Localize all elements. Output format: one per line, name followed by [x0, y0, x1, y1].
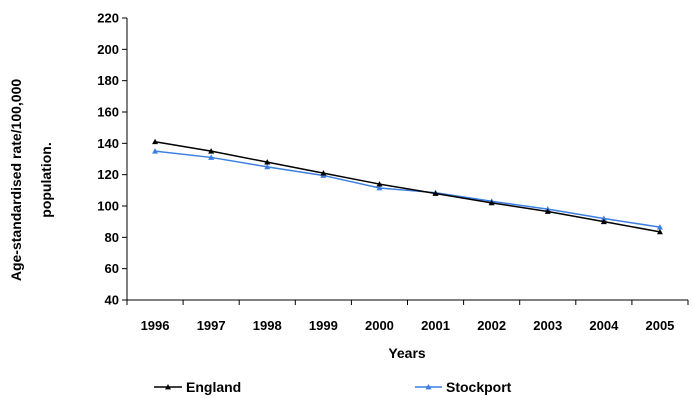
data-point-stockport [264, 163, 271, 170]
data-point-stockport [656, 224, 663, 230]
data-point-stockport [600, 215, 607, 221]
y-tick-label: 120 [97, 167, 119, 182]
x-axis-title: Years [388, 345, 426, 361]
series-line-england [154, 141, 661, 233]
x-tick-label: 2005 [645, 318, 674, 333]
data-point-england [208, 148, 215, 154]
data-point-england [264, 159, 271, 165]
y-tick-label: 220 [97, 11, 119, 26]
y-tick-label: 100 [97, 199, 119, 214]
data-point-england [600, 218, 607, 225]
x-tick-label: 1996 [141, 318, 170, 333]
x-tick-label: 2004 [589, 318, 619, 333]
data-point-england [488, 199, 495, 206]
data-point-england [656, 228, 663, 235]
x-tick-label: 1999 [309, 318, 338, 333]
x-tick-label: 2003 [533, 318, 562, 333]
y-axis-ticks: 40 60 80 100 120 140 160 180 200 220 [97, 11, 127, 308]
x-tick-label: 2001 [421, 318, 450, 333]
legend-swatch-marker [425, 384, 432, 390]
data-point-stockport [376, 184, 383, 191]
legend-label: Stockport [446, 379, 512, 395]
y-axis-title-line-2: population. [38, 142, 54, 217]
series-england [152, 138, 663, 235]
legend-item-stockport: Stockport [415, 379, 512, 395]
x-tick-label: 2000 [365, 318, 394, 333]
legend: England Stockport [154, 379, 512, 395]
y-tick-label: 80 [105, 230, 119, 245]
y-axis-title-line-1: Age-standardised rate/100,000 [8, 79, 24, 282]
data-point-england [152, 138, 159, 145]
x-tick-label: 1997 [197, 318, 226, 333]
x-tick-label: 2002 [477, 318, 506, 333]
y-tick-label: 160 [97, 105, 119, 120]
legend-label: England [186, 379, 241, 395]
series-line-stockport [154, 150, 661, 228]
y-tick-label: 60 [105, 261, 119, 276]
data-point-england [544, 208, 551, 214]
x-axis-ticks: 1996 1997 1998 1999 2000 2001 2002 2003 2004 2005 [126, 300, 689, 333]
y-tick-label: 40 [105, 293, 119, 308]
legend-item-england: England [154, 379, 241, 395]
y-tick-label: 200 [97, 42, 119, 57]
x-tick-label: 1998 [253, 318, 282, 333]
data-point-england [376, 181, 383, 187]
data-point-england [432, 190, 439, 196]
series-layer [152, 138, 663, 235]
y-axis-title: Age-standardised rate/100,000 population… [8, 79, 54, 282]
y-tick-label: 140 [97, 136, 119, 151]
legend-swatch-marker [165, 384, 171, 390]
data-point-stockport [152, 148, 159, 154]
y-tick-label: 180 [97, 73, 119, 88]
data-point-stockport [208, 154, 215, 160]
data-point-england [320, 170, 327, 176]
